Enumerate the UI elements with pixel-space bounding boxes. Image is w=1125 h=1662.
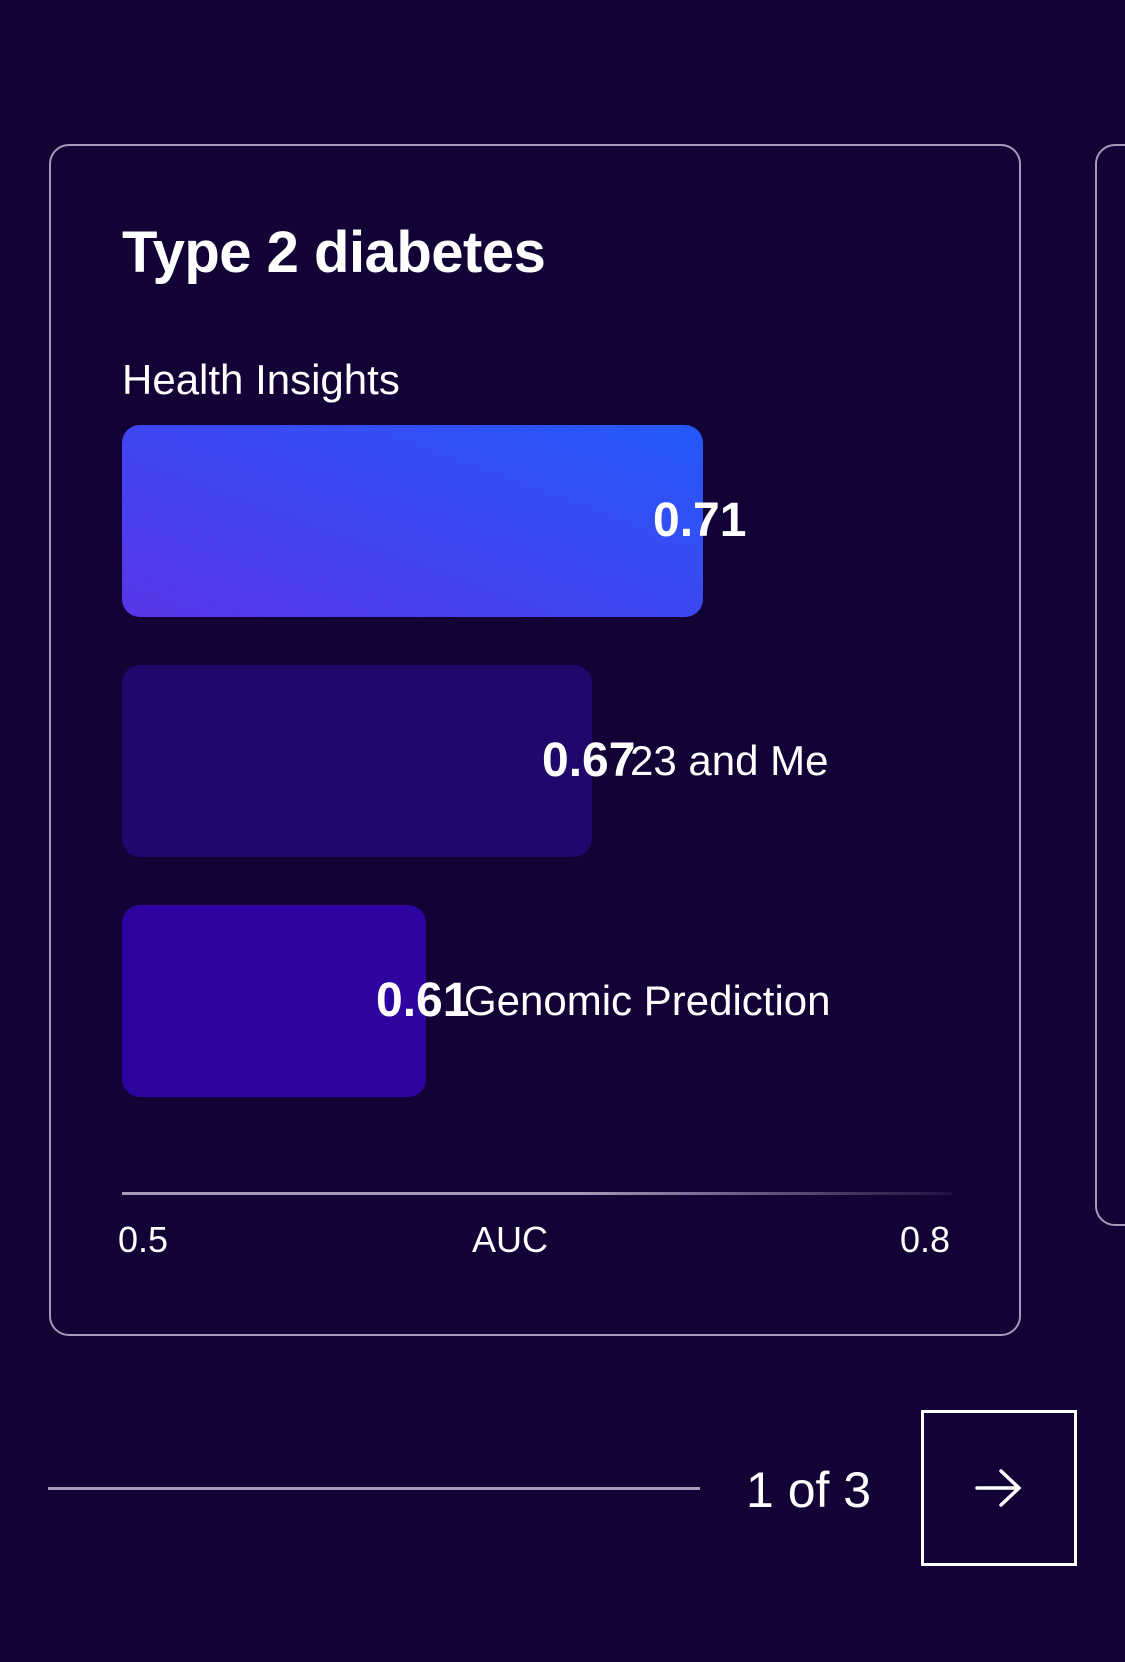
bar-category-label: Genomic Prediction (464, 905, 831, 1097)
bar-row: 0.61 Genomic Prediction (122, 905, 952, 1097)
comparison-card: Type 2 diabetes 0.71 Health Insights 0.67 2… (49, 144, 1021, 1336)
bar-row: 0.71 Health Insights (122, 425, 952, 617)
axis-min-label: 0.5 (118, 1222, 168, 1258)
bar (122, 665, 592, 857)
page-indicator: 1 of 3 (746, 1462, 871, 1518)
next-button[interactable] (921, 1410, 1077, 1566)
bar-category-label: Health Insights (122, 355, 400, 405)
next-card-peek[interactable] (1095, 144, 1125, 1226)
bar-value-label: 0.67 (542, 665, 635, 857)
axis-max-label: 0.8 (900, 1222, 950, 1258)
arrow-right-icon (975, 1468, 1023, 1508)
axis-line (122, 1192, 952, 1195)
bar (122, 425, 703, 617)
bar-value-label: 0.61 (376, 905, 469, 1097)
card-title: Type 2 diabetes (122, 224, 545, 282)
axis-title: AUC (472, 1222, 548, 1258)
carousel-progress-line (48, 1487, 700, 1490)
bar-row: 0.67 23 and Me (122, 665, 952, 857)
bar-value-label: 0.71 (653, 425, 746, 617)
bar-category-label: 23 and Me (630, 665, 828, 857)
